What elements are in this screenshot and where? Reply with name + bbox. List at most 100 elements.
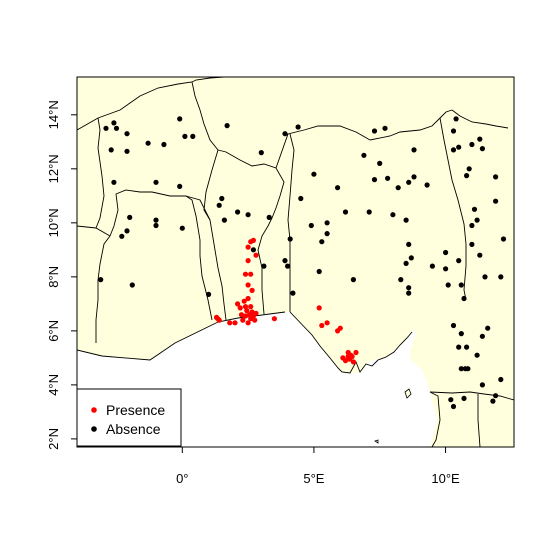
- absence-point: [124, 131, 130, 137]
- presence-point: [245, 320, 251, 326]
- y-axis: 2°N 4°N 6°N 8°N 10°N 12°N 14°N: [46, 100, 77, 450]
- absence-point: [453, 116, 459, 122]
- presence-point: [316, 305, 322, 311]
- absence-point: [477, 136, 483, 142]
- absence-point: [308, 222, 314, 229]
- absence-point: [206, 291, 212, 297]
- y-tick-label: 8°N: [46, 266, 61, 288]
- absence-point: [245, 212, 251, 218]
- y-tick-label: 2°N: [46, 428, 61, 450]
- absence-point: [385, 175, 391, 181]
- absence-point: [290, 290, 296, 296]
- absence-point: [464, 173, 470, 179]
- absence-point: [177, 116, 183, 122]
- absence-point: [493, 198, 499, 204]
- absence-point: [458, 331, 464, 337]
- absence-point: [448, 397, 454, 403]
- presence-point: [245, 244, 251, 250]
- presence-point: [271, 316, 277, 322]
- absence-point: [145, 140, 151, 146]
- absence-point: [450, 128, 457, 134]
- absence-point: [235, 209, 241, 215]
- absence-point: [342, 209, 349, 215]
- absence-point: [324, 220, 330, 226]
- presence-point: [319, 322, 325, 329]
- presence-point: [253, 310, 259, 316]
- absence-point: [224, 123, 230, 129]
- absence-point: [127, 214, 133, 220]
- absence-point: [464, 344, 470, 350]
- absence-point: [371, 128, 378, 134]
- presence-point: [242, 271, 249, 277]
- legend-presence-label: Presence: [106, 402, 165, 418]
- absence-point: [429, 263, 435, 269]
- presence-point: [245, 295, 251, 302]
- legend-absence-label: Absence: [106, 421, 161, 437]
- presence-point: [244, 308, 250, 314]
- absence-point: [411, 147, 417, 153]
- absence-point: [382, 125, 388, 131]
- absence-point: [124, 148, 130, 154]
- absence-point: [177, 183, 183, 189]
- x-tick-label: 10°E: [431, 471, 460, 486]
- legend: Presence Absence: [76, 388, 182, 447]
- absence-point: [124, 228, 130, 234]
- absence-point: [216, 202, 222, 208]
- absence-point: [406, 290, 412, 296]
- absence-point: [471, 206, 478, 212]
- country-borders: [77, 77, 514, 447]
- absence-point: [390, 212, 396, 218]
- absence-point: [129, 282, 135, 288]
- absence-point: [456, 144, 462, 150]
- absence-point: [371, 177, 378, 183]
- absence-point: [477, 252, 483, 258]
- absence-point: [406, 241, 412, 247]
- absence-point: [466, 166, 472, 172]
- absence-point: [103, 125, 109, 131]
- absence-point: [456, 258, 462, 264]
- absence-point: [182, 133, 188, 139]
- absence-point: [319, 239, 325, 245]
- presence-point: [249, 309, 255, 315]
- absence-point: [485, 325, 491, 331]
- absence-point: [445, 282, 451, 288]
- absence-point: [285, 263, 291, 269]
- presence-point: [324, 320, 330, 326]
- absence-point: [469, 222, 475, 229]
- absence-point: [450, 147, 457, 153]
- absence-point: [298, 195, 304, 202]
- absence-point: [458, 282, 464, 288]
- absence-point: [469, 241, 475, 247]
- presence-point: [248, 239, 254, 245]
- x-tick-label: 0°: [176, 471, 188, 486]
- absence-point: [98, 277, 104, 283]
- legend-presence-marker: [91, 407, 97, 413]
- absence-point: [458, 366, 464, 372]
- absence-point: [465, 366, 471, 372]
- presence-point: [227, 320, 233, 326]
- absence-point: [456, 344, 462, 350]
- absence-point: [406, 179, 412, 185]
- y-tick-label: 14°N: [46, 100, 61, 129]
- presence-point: [349, 353, 355, 360]
- absence-point: [113, 125, 120, 131]
- absence-point: [324, 231, 330, 237]
- absence-point: [282, 258, 288, 264]
- absence-point: [153, 179, 159, 185]
- y-tick-label: 4°N: [46, 374, 61, 396]
- presence-point: [342, 358, 349, 364]
- absence-point: [179, 225, 185, 231]
- presence-point: [240, 317, 246, 323]
- absence-point: [490, 398, 496, 404]
- absence-point: [350, 277, 356, 283]
- island: [374, 439, 379, 444]
- plot-frame: [76, 76, 515, 448]
- absence-point: [408, 255, 414, 261]
- x-axis: 0° 5°E 10°E: [176, 447, 460, 486]
- absence-point: [479, 333, 485, 339]
- absence-point: [498, 274, 504, 280]
- absence-point: [450, 403, 457, 410]
- absence-point: [377, 160, 383, 166]
- legend-absence-marker: [91, 426, 97, 432]
